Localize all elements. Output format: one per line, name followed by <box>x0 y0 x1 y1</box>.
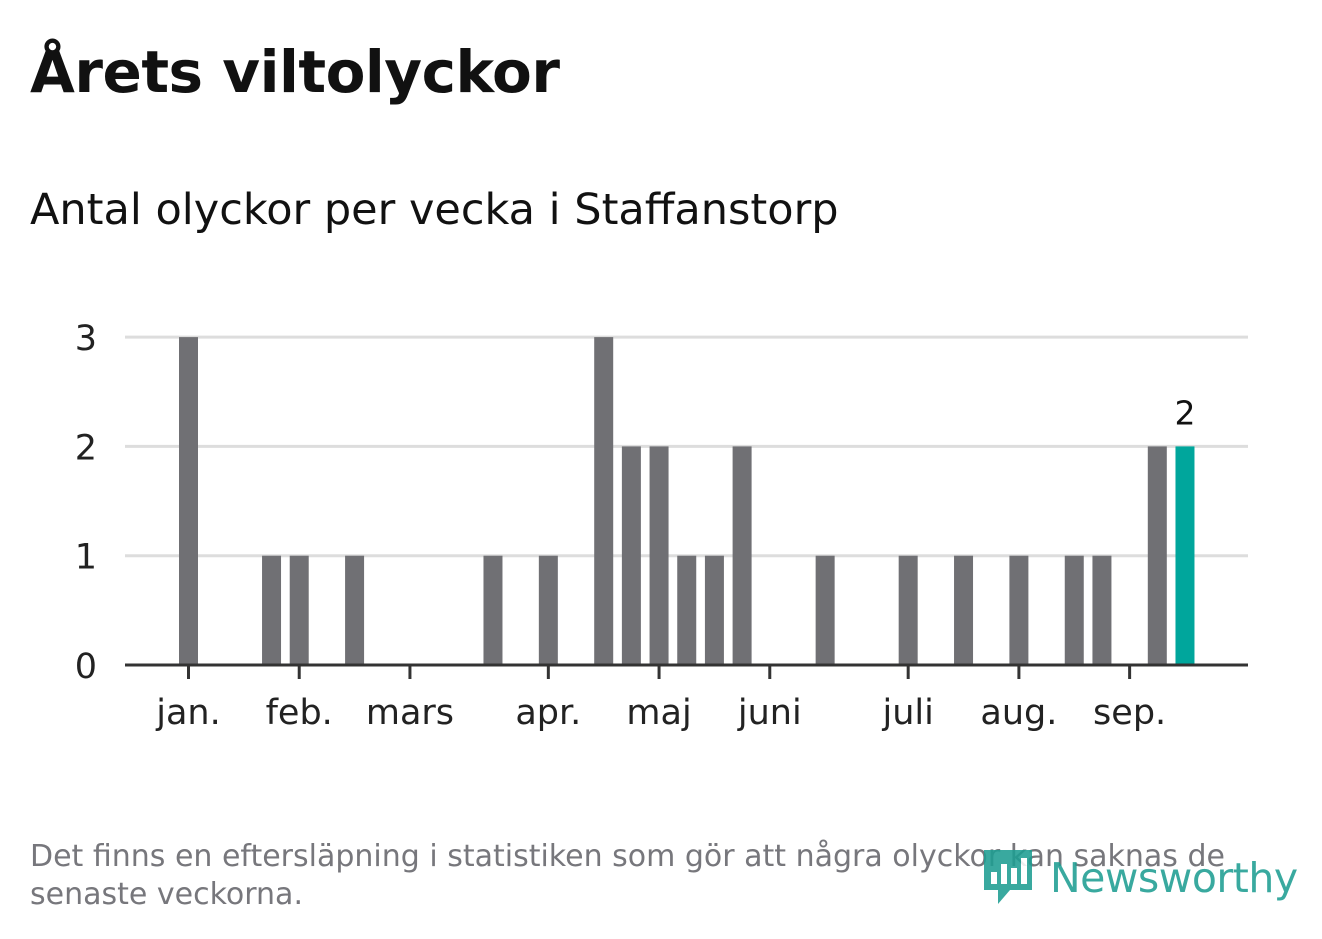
bar-chart: 0 1 2 3 2 jan. feb. mars apr. maj juni juli aug. sep. <box>75 319 1248 733</box>
y-tick-label: 0 <box>75 647 97 687</box>
axes: 0 1 2 3 2 jan. feb. mars apr. maj juni juli aug. sep. <box>75 319 1248 733</box>
bar <box>345 555 365 665</box>
grid-lines <box>125 335 1248 558</box>
bar <box>1147 446 1167 665</box>
x-tick-label-sep: sep. <box>1093 693 1166 733</box>
bar <box>954 555 974 665</box>
bar <box>538 555 558 665</box>
x-tick-label-aug: aug. <box>980 693 1057 733</box>
bar <box>594 337 614 665</box>
bar-highlight <box>1175 446 1195 665</box>
bar <box>1009 555 1029 665</box>
bar <box>704 555 724 665</box>
bar <box>621 446 641 665</box>
chart-subtitle: Antal olyckor per vecka i Staffanstorp <box>30 185 839 235</box>
bar <box>649 446 669 665</box>
logo-text: Newsworthy <box>1050 854 1298 902</box>
x-tick-label-juli: juli <box>882 693 934 733</box>
x-tick-label-maj: maj <box>626 693 691 733</box>
chart-title: Årets viltolyckor <box>30 38 560 106</box>
bar <box>1064 555 1084 665</box>
y-tick-label: 1 <box>75 538 97 578</box>
x-tick-label-apr: apr. <box>515 693 581 733</box>
bar <box>179 337 198 665</box>
bar <box>262 555 282 665</box>
y-tick-label: 3 <box>75 319 97 359</box>
bar <box>1092 555 1112 665</box>
bar <box>898 555 918 665</box>
x-tick-label-jan: jan. <box>155 693 220 733</box>
bar <box>289 555 309 665</box>
bar <box>483 555 503 665</box>
bars <box>179 337 1195 665</box>
bar <box>732 446 752 665</box>
newsworthy-logo-icon <box>984 850 1032 904</box>
newsworthy-logo: Newsworthy <box>980 846 1298 910</box>
x-tick-label-juni: juni <box>737 693 802 733</box>
x-tick-label-feb: feb. <box>266 693 333 733</box>
bar <box>677 555 697 665</box>
y-tick-label: 2 <box>75 428 97 468</box>
highlight-value-label: 2 <box>1174 393 1195 432</box>
bar <box>815 555 835 665</box>
x-tick-label-mars: mars <box>366 693 454 733</box>
